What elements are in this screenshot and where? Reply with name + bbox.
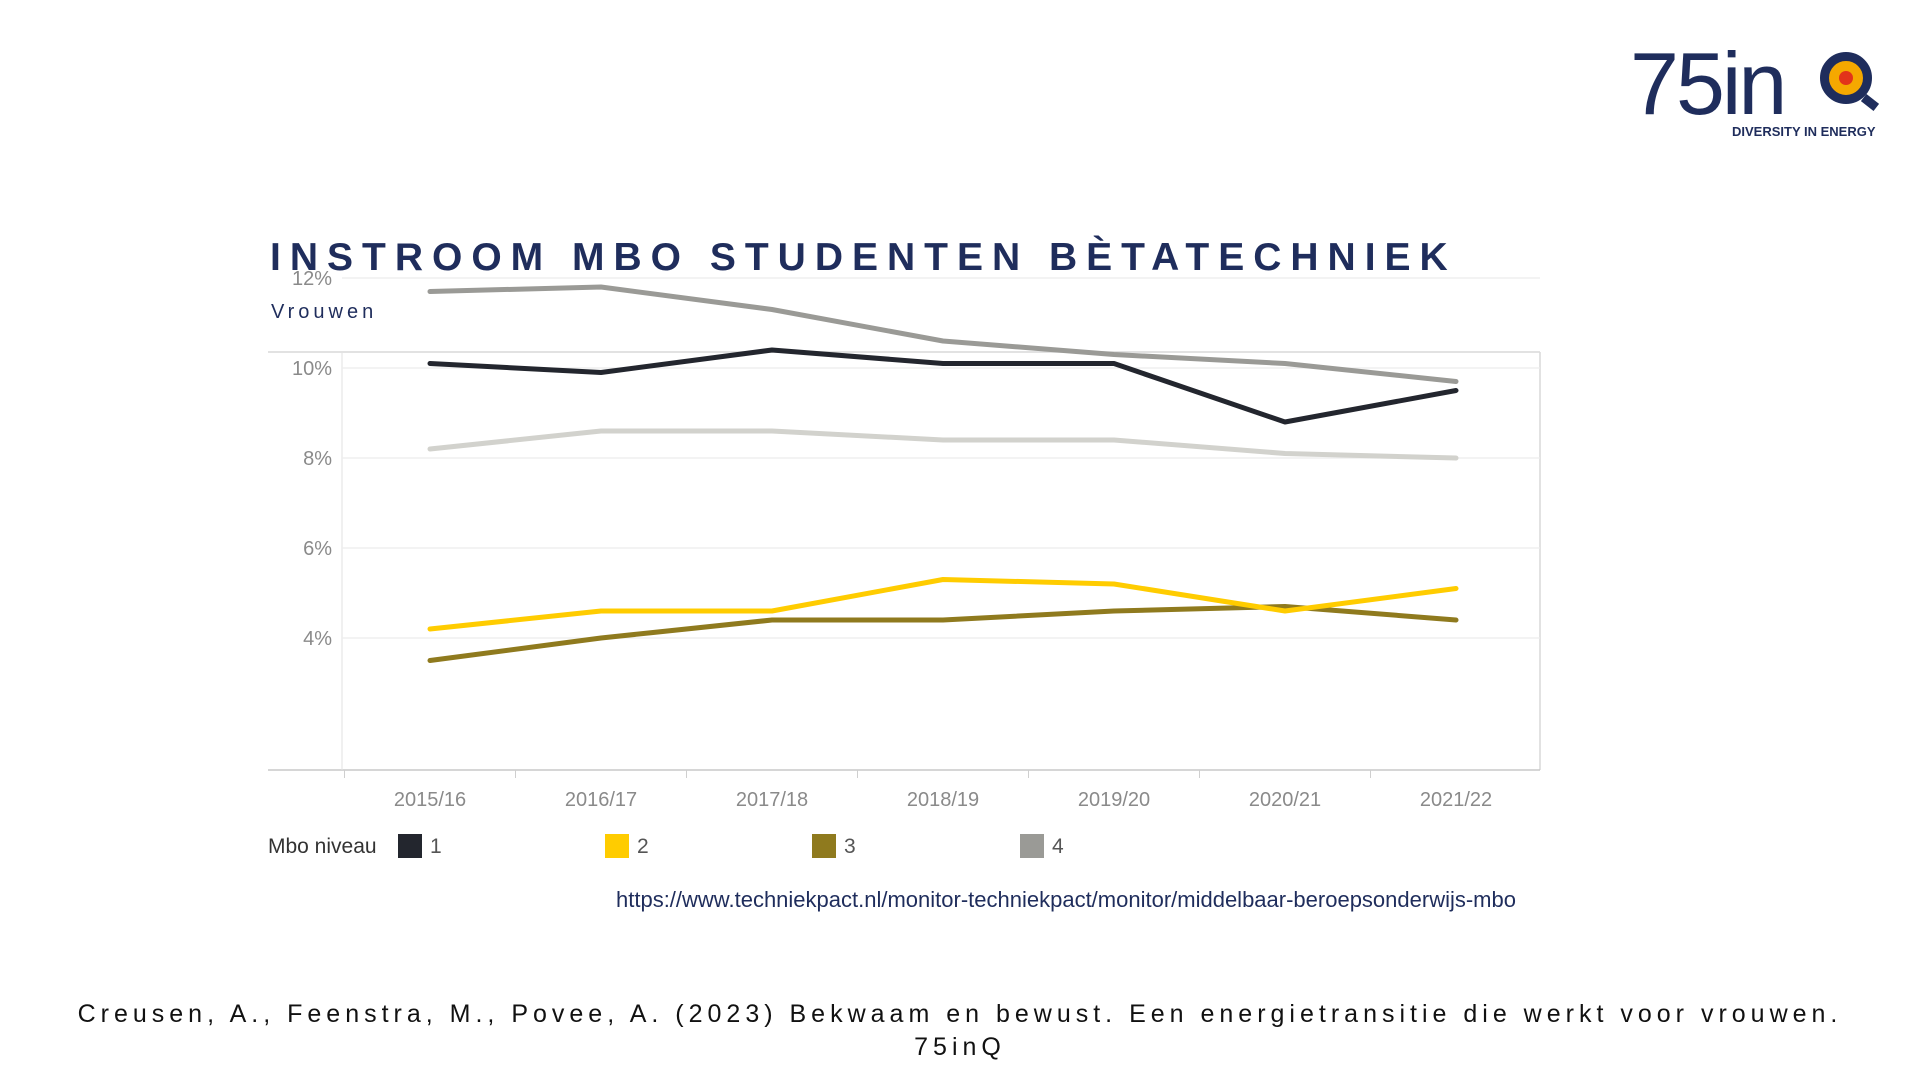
y-tick-label: 4% [303,628,332,650]
chart-title: INSTROOM MBO STUDENTEN BÈTATECHNIEK [270,236,1457,279]
legend-label-2: 2 [637,835,649,858]
legend-swatch-2 [605,834,629,858]
x-tick-label: 2020/21 [1249,789,1321,811]
legend-label-1: 1 [430,835,442,858]
x-tick-label: 2018/19 [907,789,979,811]
legend-label-4: 4 [1052,835,1064,858]
x-tick-label: 2017/18 [736,789,808,811]
brand-logo: 75in DIVERSITY IN ENERGY [1630,40,1900,150]
legend-title: Mbo niveau [268,835,377,858]
y-tick-label: 8% [303,448,332,470]
x-tick-label: 2016/17 [565,789,637,811]
y-tick-label: 6% [303,538,332,560]
x-tick-label: 2015/16 [394,789,466,811]
logo-tagline: DIVERSITY IN ENERGY [1732,124,1876,139]
citation-line-2: 75inQ [914,1033,1006,1061]
citation-line-1: Creusen, A., Feenstra, M., Povee, A. (20… [77,1000,1843,1028]
legend-label-3: 3 [844,835,856,858]
legend-swatch-3 [812,834,836,858]
chart-subtitle: Vrouwen [271,301,378,323]
series-line-unlabeled [427,428,1459,461]
legend-swatch-1 [398,834,422,858]
x-tick-label: 2019/20 [1078,789,1150,811]
y-tick-label: 10% [292,358,332,380]
logo-wordmark: 75in [1630,34,1787,133]
citation: Creusen, A., Feenstra, M., Povee, A. (20… [0,998,1920,1064]
series-line-1 [427,347,1459,425]
logo-q-dot [1839,71,1853,85]
y-tick-label: 12% [292,268,332,290]
series-line-3 [427,604,1459,663]
legend-swatch-4 [1020,834,1044,858]
series-line-2 [427,577,1459,632]
series-line-4 [427,284,1459,384]
x-tick-label: 2021/22 [1420,789,1492,811]
source-link[interactable]: https://www.techniekpact.nl/monitor-tech… [616,887,1516,912]
